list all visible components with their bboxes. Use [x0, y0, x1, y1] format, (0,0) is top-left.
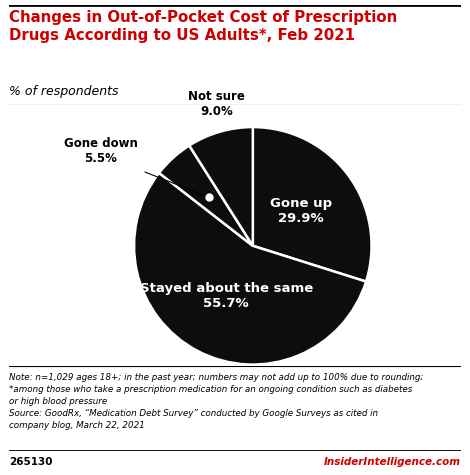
Wedge shape: [134, 173, 366, 364]
Text: InsiderIntelligence.com: InsiderIntelligence.com: [324, 457, 461, 467]
Text: Note: n=1,029 ages 18+; in the past year; numbers may not add up to 100% due to : Note: n=1,029 ages 18+; in the past year…: [9, 372, 424, 430]
Text: Gone down
5.5%: Gone down 5.5%: [64, 137, 138, 165]
Wedge shape: [159, 145, 253, 246]
Text: 265130: 265130: [9, 457, 53, 467]
Text: Not sure
9.0%: Not sure 9.0%: [188, 90, 245, 118]
Wedge shape: [189, 127, 253, 246]
Text: Gone up
29.9%: Gone up 29.9%: [270, 197, 332, 225]
Text: Stayed about the same
55.7%: Stayed about the same 55.7%: [140, 282, 313, 310]
Wedge shape: [253, 127, 372, 282]
Text: % of respondents: % of respondents: [9, 85, 119, 97]
Text: Changes in Out-of-Pocket Cost of Prescription
Drugs According to US Adults*, Feb: Changes in Out-of-Pocket Cost of Prescri…: [9, 10, 398, 43]
